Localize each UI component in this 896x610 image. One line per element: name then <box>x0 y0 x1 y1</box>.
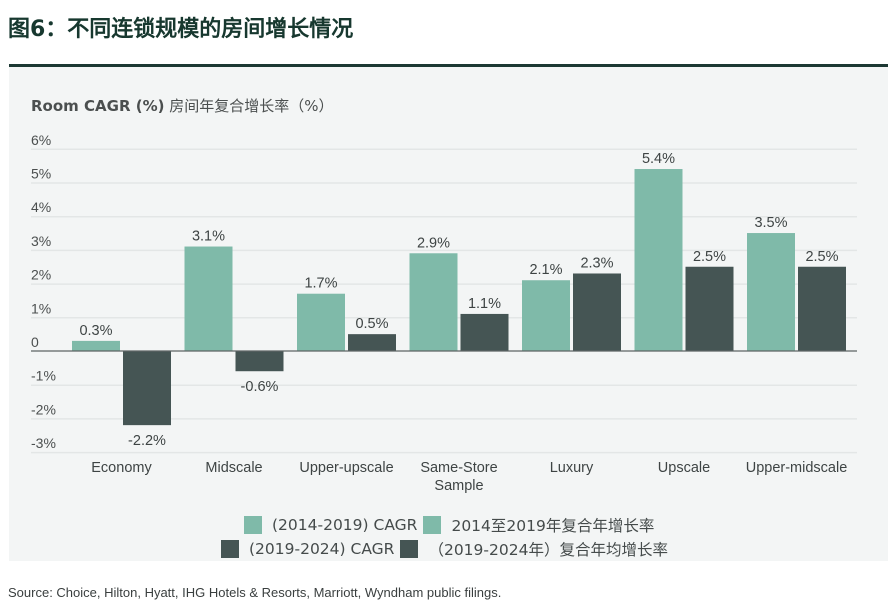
bar-2014-2019 <box>184 246 233 351</box>
bar-2019-2024 <box>348 334 396 351</box>
bar-2019-2024 <box>685 266 734 351</box>
bar-2014-2019 <box>634 169 683 351</box>
y-tick-label: 3% <box>31 233 51 249</box>
data-label: -2.2% <box>128 433 166 449</box>
data-label: 1.1% <box>468 296 501 312</box>
bar-2014-2019 <box>72 340 120 351</box>
bars <box>72 169 846 426</box>
y-axis-ticks: 6% 5% 4% 3% 2% 1% 0 -1% -2% -3% <box>31 132 56 451</box>
legend-item-2014-2019: (2014-2019) CAGR 2014至2019年复合年增长率 <box>244 514 654 536</box>
y-tick-label: 2% <box>31 267 51 283</box>
bar-2014-2019 <box>747 233 795 351</box>
bar-2019-2024 <box>460 313 509 351</box>
category-label: Sample <box>434 478 483 494</box>
category-label: Same-Store <box>420 460 497 476</box>
data-label: 0.5% <box>355 316 388 332</box>
gridlines <box>31 148 857 454</box>
source-note: Source: Choice, Hilton, Hyatt, IHG Hotel… <box>8 585 502 600</box>
data-labels: 0.3% -2.2% 3.1% -0.6% 1.7% 0.5% 2.9% 1.1% 2.1% 2.… <box>79 151 838 449</box>
data-label: 2.5% <box>805 249 838 265</box>
bar-2014-2019 <box>522 280 570 351</box>
bar-2019-2024 <box>573 273 621 351</box>
legend-label-2014-2019-cn: 2014至2019年复合年增长率 <box>451 517 655 535</box>
y-tick-label: -3% <box>31 435 56 451</box>
category-label: Economy <box>91 460 152 476</box>
category-label: Upscale <box>658 460 710 476</box>
bar-2014-2019 <box>297 293 345 351</box>
data-label: 3.5% <box>754 215 787 231</box>
data-label: 2.3% <box>580 255 613 271</box>
y-tick-label: -2% <box>31 401 56 417</box>
legend-swatch-2014-2019-cn <box>423 516 442 534</box>
category-label: Upper-midscale <box>746 460 848 476</box>
legend-swatch-2019-2024-cn <box>400 540 419 558</box>
legend-swatch-2019-2024 <box>221 540 239 558</box>
bar-2019-2024 <box>123 351 171 426</box>
y-tick-label: 5% <box>31 166 51 182</box>
category-label: Upper-upscale <box>299 460 393 476</box>
y-tick-label: -1% <box>31 368 56 384</box>
bar-2014-2019 <box>409 253 458 351</box>
legend-label-2014-2019: (2014-2019) CAGR <box>272 516 418 534</box>
y-axis-label: Room CAGR (%) 房间年复合增长率（%） <box>31 95 334 116</box>
legend-swatch-2014-2019 <box>244 516 262 534</box>
data-label: 5.4% <box>642 151 675 167</box>
data-label: -0.6% <box>241 379 279 395</box>
legend-item-2019-2024: (2019-2024) CAGR （2019-2024年）复合年均增长率 <box>221 538 668 560</box>
y-tick-label: 4% <box>31 199 51 215</box>
data-label: 1.7% <box>304 276 337 292</box>
y-axis-label-en: Room CAGR (%) <box>31 97 165 115</box>
legend-label-2019-2024-cn: （2019-2024年）复合年均增长率 <box>428 541 668 559</box>
data-label: 2.9% <box>417 235 450 251</box>
data-label: 0.3% <box>79 323 112 339</box>
category-label: Midscale <box>205 460 262 476</box>
bar-2019-2024 <box>235 351 284 372</box>
bar-2019-2024 <box>798 266 846 351</box>
data-label: 3.1% <box>192 229 225 245</box>
y-tick-label: 1% <box>31 300 51 316</box>
legend-label-2019-2024: (2019-2024) CAGR <box>249 540 395 558</box>
category-label: Luxury <box>550 460 594 476</box>
data-label: 2.5% <box>693 249 726 265</box>
y-tick-label: 0 <box>31 334 39 350</box>
data-label: 2.1% <box>529 262 562 278</box>
category-labels: Economy Midscale Upper-upscale Same-Store Sa… <box>91 460 847 494</box>
figure-title: 图6：不同连锁规模的房间增长情况 <box>8 17 354 42</box>
y-tick-label: 6% <box>31 132 51 148</box>
y-axis-label-cn: 房间年复合增长率（%） <box>169 97 334 115</box>
